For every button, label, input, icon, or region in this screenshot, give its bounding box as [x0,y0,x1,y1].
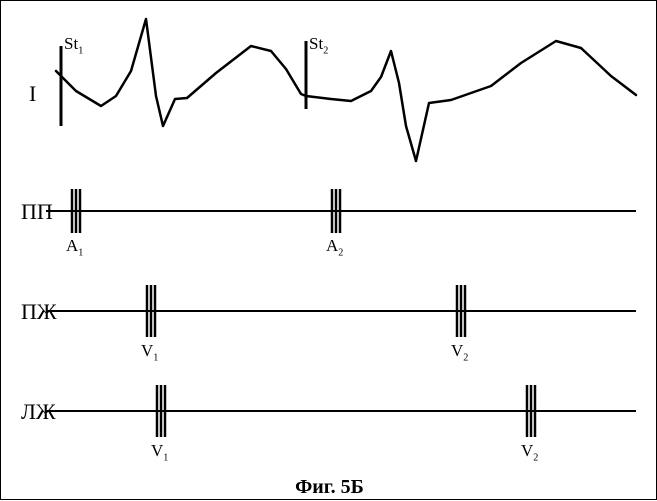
figure-frame: I St1 St2 ПП A1 A2 ПЖ V1 V2 ЛЖ V1 V2 Фиг. 5Б [0,0,657,500]
spike-label-lj-2: V2 [521,441,538,463]
spike-label-pj-2: V2 [451,341,468,363]
stimulus-label-1: St1 [64,34,83,56]
row-label-ecg: I [29,81,36,107]
row-label-lj: ЛЖ [21,399,56,425]
caption-number: 5Б [341,476,364,498]
ecg-waveform [56,19,636,161]
spike-label-pj-1: V1 [141,341,158,363]
row-label-pp: ПП [21,199,53,225]
caption-prefix: Фиг. [295,476,341,498]
spike-label-pp-1: A1 [66,236,83,258]
spike-label-lj-1: V1 [151,441,168,463]
figure-caption: Фиг. 5Б [1,476,657,499]
stimulus-label-2: St2 [309,34,328,56]
spike-label-pp-2: A2 [326,236,343,258]
row-label-pj: ПЖ [21,299,57,325]
